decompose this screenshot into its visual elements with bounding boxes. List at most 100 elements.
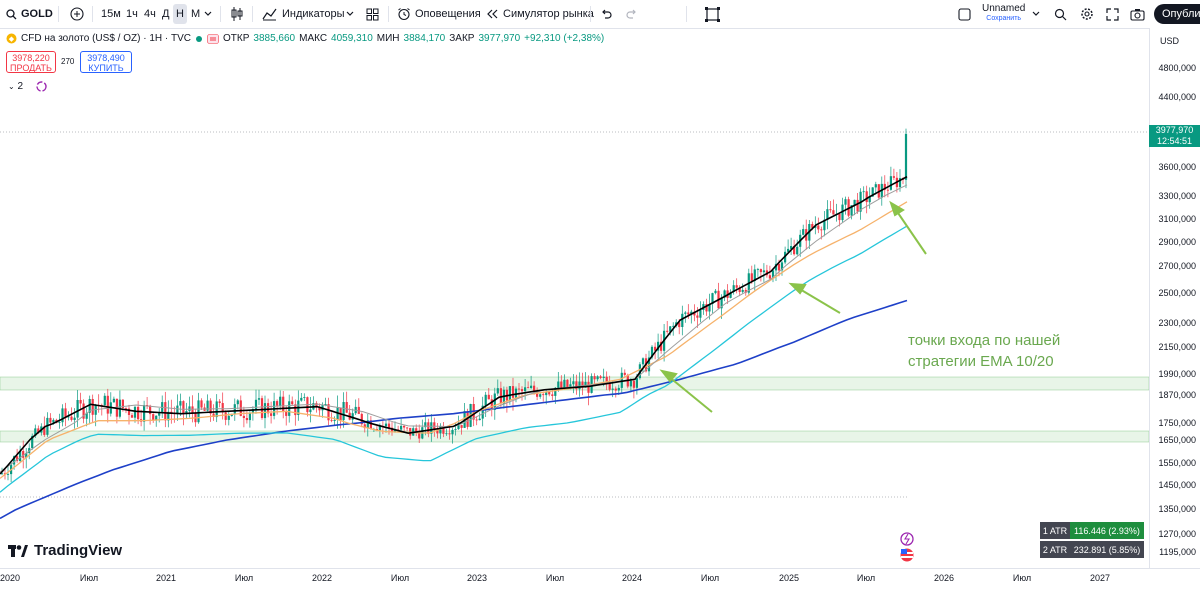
price-chart[interactable] [0, 28, 1149, 568]
indicator-count: 2 [17, 81, 24, 93]
layout-checkbox[interactable] [958, 0, 971, 28]
atr-1-value: 116.446 (2.93%) [1070, 522, 1144, 539]
candle-body [155, 415, 158, 421]
candle-body [847, 199, 850, 216]
redo-button[interactable] [626, 0, 638, 28]
current-price-tag: 3977,970 12:54:51 [1149, 125, 1200, 147]
quick-search-button[interactable] [1054, 0, 1067, 28]
candle-body [448, 433, 451, 435]
layout-dropdown[interactable] [1032, 0, 1040, 28]
candle-body [883, 183, 886, 190]
undo-button[interactable] [600, 0, 612, 28]
layout-name-button[interactable]: Unnamed Сохранить [982, 0, 1025, 28]
intervals-dropdown[interactable] [204, 0, 212, 28]
candle-body [566, 379, 569, 388]
indicators-toggle[interactable]: ⌄ 2 [8, 81, 47, 92]
snapshot-button[interactable] [1130, 0, 1145, 28]
low-label: МИН [376, 33, 400, 44]
interval-day[interactable]: Д [162, 8, 170, 20]
add-symbol-button[interactable] [70, 0, 84, 28]
alerts-button[interactable]: Оповещения [397, 0, 481, 28]
flag-icon[interactable] [207, 33, 219, 44]
price-axis-label: 4400,000 [1158, 92, 1196, 102]
low-value: 3884,170 [403, 33, 446, 44]
interval-month[interactable]: М [191, 8, 201, 20]
candle-body [493, 393, 496, 410]
grid-icon [366, 8, 379, 20]
candle-body [212, 413, 215, 417]
layouts-button[interactable] [366, 0, 379, 28]
candle-body [608, 383, 611, 390]
symbol-title[interactable]: CFD на золото (US$ / OZ) · 1Н · TVC [21, 33, 191, 44]
publish-button[interactable]: Опублик [1154, 4, 1200, 24]
sell-button[interactable]: 3978,220 ПРОДАТЬ [6, 51, 56, 73]
replay-button[interactable]: Симулятор рынка [486, 0, 594, 28]
candle-body [790, 246, 793, 249]
indicators-dropdown[interactable] [346, 0, 354, 28]
interval-1h[interactable]: 1ч [126, 8, 138, 20]
candle-body [684, 312, 687, 314]
candle-body [551, 394, 554, 396]
candle-body [514, 388, 518, 398]
interval-week[interactable]: Н [173, 4, 187, 24]
buy-label: КУПИТЬ [88, 63, 124, 73]
time-axis-label: Июл [234, 573, 254, 583]
candle-body [475, 419, 478, 421]
rewind-icon [487, 9, 498, 19]
candle-body [560, 381, 563, 388]
candle-body [457, 425, 460, 430]
candle-body [378, 426, 381, 431]
candle-body [829, 209, 832, 211]
interval-4h[interactable]: 4ч [144, 8, 156, 20]
indicators-button[interactable]: Индикаторы [262, 0, 345, 28]
candle-body [871, 187, 874, 197]
time-axis-label: 2021 [155, 573, 177, 583]
sync-icon[interactable] [36, 81, 47, 92]
candle-body [823, 219, 826, 231]
buy-button[interactable]: 3978,490 КУПИТЬ [80, 51, 132, 73]
chart-type-button[interactable] [230, 0, 244, 28]
layout-save-status: Сохранить [986, 15, 1022, 22]
chevron-down-icon [204, 11, 212, 16]
candle-body [774, 263, 778, 271]
candles-layer [0, 128, 908, 483]
price-axis-label: 2500,000 [1158, 288, 1196, 298]
lightning-badge-icon[interactable] [900, 532, 914, 546]
candle-body [127, 408, 131, 415]
candle-body [418, 431, 421, 439]
candle-body [430, 422, 433, 434]
currency-label[interactable]: USD [1160, 36, 1180, 46]
tradingview-logo-icon [8, 544, 28, 557]
candle-body [149, 405, 152, 415]
candle-body [22, 451, 25, 458]
time-axis-label: Июл [79, 573, 99, 583]
symbol-search[interactable]: GOLD [6, 0, 53, 28]
candle-body [351, 413, 354, 420]
candle-body [460, 425, 463, 428]
svg-text:◆: ◆ [9, 36, 15, 43]
maximize-button[interactable] [1106, 0, 1119, 28]
price-axis-label: 2700,000 [1158, 261, 1196, 271]
price-axis[interactable]: USD 4800,000 4400,000 3600,000 3300,000 3100… [1149, 28, 1200, 568]
settings-button[interactable] [1080, 0, 1094, 28]
price-axis-label: 2300,000 [1158, 318, 1196, 328]
candle-body [708, 304, 711, 312]
sell-label: ПРОДАТЬ [10, 63, 52, 73]
gear-icon [1081, 8, 1093, 20]
candle-body [687, 312, 690, 315]
candle-body [539, 394, 542, 397]
candle-body [641, 358, 645, 365]
tradingview-logo[interactable]: TradingView [8, 542, 122, 559]
search-icon [1054, 8, 1067, 20]
interval-15m[interactable]: 15м [101, 8, 121, 20]
price-axis-label: 2150,000 [1158, 342, 1196, 352]
price-axis-label: 2900,000 [1158, 237, 1196, 247]
candle-body [699, 310, 702, 318]
candle-body [487, 394, 490, 400]
time-axis[interactable]: 2020 Июл 2021 Июл 2022 Июл 2023 Июл 2024 Июл 2025 И… [0, 568, 1200, 589]
candle-body [224, 412, 227, 420]
candle-body [82, 403, 85, 419]
candle-body [0, 473, 4, 475]
candle-body [669, 326, 672, 332]
fullscreen-button[interactable] [704, 0, 721, 28]
